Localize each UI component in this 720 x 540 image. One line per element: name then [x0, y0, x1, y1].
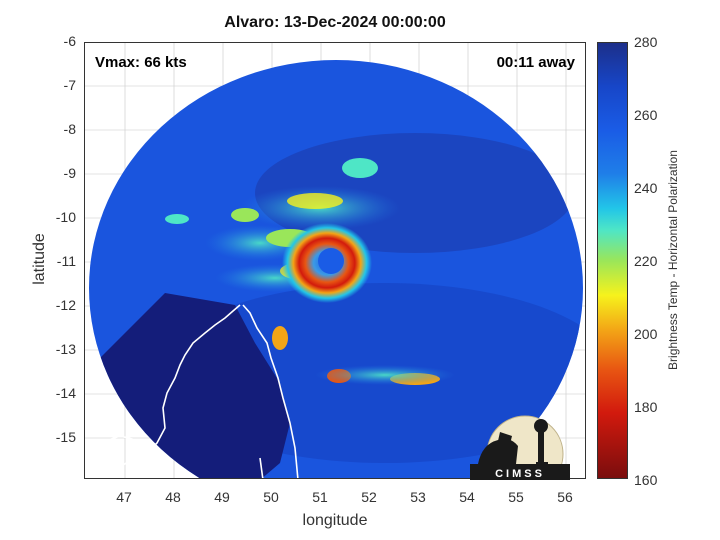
x-tick-label: 50: [263, 489, 279, 505]
x-tick-label: 51: [312, 489, 328, 505]
y-tick-label: -13: [55, 341, 76, 357]
y-tick-label: -14: [55, 385, 76, 401]
x-axis-label: longitude: [302, 512, 368, 529]
x-tick-label: 49: [214, 489, 230, 505]
map-title: Alvaro: 13-Dec-2024 00:00:00: [224, 14, 446, 31]
cimss-logo: CIMSS: [470, 415, 570, 480]
colorbar-tick-label: 200: [634, 326, 658, 342]
y-tick-label: -6: [63, 33, 76, 49]
microwave-image-panel: Vmax: 66 kts 00:11 away: [84, 42, 586, 479]
y-axis-label: latitude: [31, 233, 48, 285]
y-tick-label: -8: [63, 121, 76, 137]
y-tick-label: -15: [55, 429, 76, 445]
satellite-swath: [89, 60, 583, 478]
x-tick-label: 48: [165, 489, 181, 505]
coastline: [85, 184, 299, 478]
logo-text: CIMSS: [495, 468, 545, 480]
colorbar-tick-label: 280: [634, 34, 658, 50]
y-tick-label: -12: [55, 297, 76, 313]
y-tick-label: -10: [55, 209, 76, 225]
colorbar-tick-label: 260: [634, 107, 658, 123]
x-tick-label: 47: [116, 489, 132, 505]
colorbar-label: Brightness Temp - Horizontal Polarizatio…: [666, 150, 680, 370]
brightness-temp-map: [85, 43, 585, 478]
y-tick-label: -11: [56, 253, 76, 269]
time-offset-label: 00:11 away: [496, 54, 575, 71]
colorbar: [597, 42, 628, 479]
y-tick-label: -9: [63, 165, 76, 181]
vmax-label: Vmax: 66 kts: [95, 54, 187, 71]
colorbar-tick-label: 240: [634, 180, 658, 196]
colorbar-tick-label: 160: [634, 472, 658, 488]
y-tick-label: -7: [63, 77, 76, 93]
x-tick-label: 53: [410, 489, 426, 505]
colorbar-tick-label: 180: [634, 399, 658, 415]
x-tick-label: 52: [361, 489, 377, 505]
x-tick-label: 55: [508, 489, 524, 505]
x-tick-label: 54: [459, 489, 475, 505]
colorbar-tick-label: 220: [634, 253, 658, 269]
x-tick-label: 56: [557, 489, 573, 505]
